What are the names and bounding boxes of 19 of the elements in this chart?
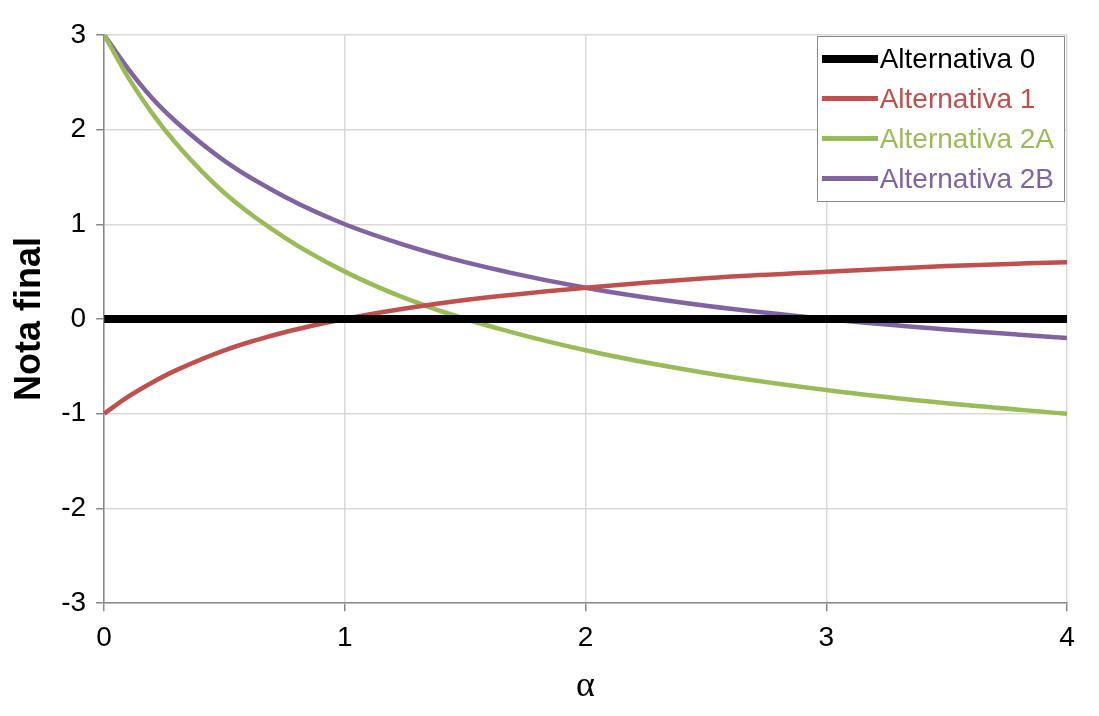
- x-tick-label: 0: [96, 620, 112, 652]
- y-tick-label: -1: [61, 396, 87, 428]
- y-tick-label: 2: [70, 112, 87, 144]
- x-axis-title: α: [576, 663, 596, 704]
- legend-label: Alternativa 1: [879, 81, 1036, 116]
- x-tick-label: 4: [1059, 620, 1075, 652]
- y-axis-title: Nota final: [6, 236, 48, 402]
- x-tick-label: 3: [818, 620, 835, 652]
- y-tick-label: 0: [70, 301, 87, 333]
- legend-label: Alternativa 0: [879, 41, 1036, 76]
- y-tick-label: -2: [61, 491, 87, 523]
- y-tick-label: 1: [70, 206, 87, 238]
- y-tick-label: 3: [70, 17, 87, 49]
- x-tick-label: 2: [577, 620, 594, 652]
- x-tick-label: 1: [337, 620, 353, 652]
- y-tick-label: -3: [61, 585, 87, 617]
- line-series: [104, 259, 1067, 416]
- legend-label: Alternativa 2A: [879, 121, 1054, 156]
- legend-label: Alternativa 2B: [879, 161, 1054, 196]
